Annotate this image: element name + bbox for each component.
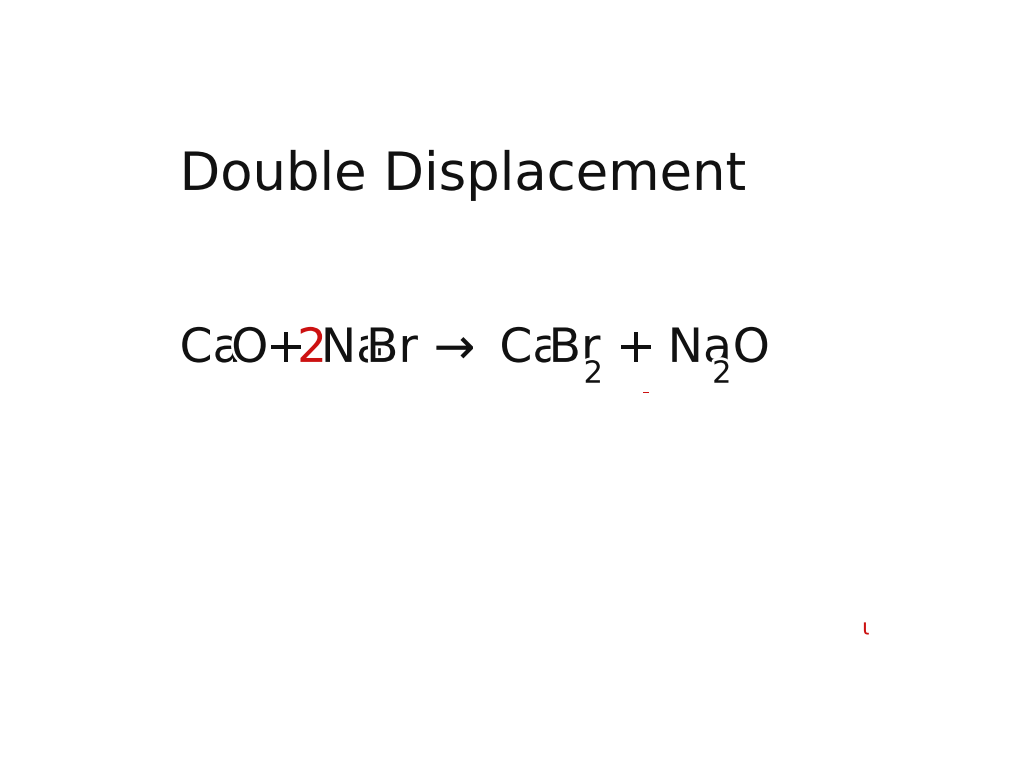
- Text: O: O: [231, 327, 268, 372]
- Text: 2: 2: [712, 359, 731, 389]
- Text: +: +: [266, 327, 306, 372]
- Text: 2: 2: [297, 327, 327, 372]
- Text: Double Displacement: Double Displacement: [179, 149, 745, 201]
- Text: Br: Br: [367, 327, 418, 372]
- Text: +: +: [616, 327, 655, 372]
- Text: ι: ι: [862, 618, 869, 638]
- Text: O: O: [733, 327, 770, 372]
- Text: Ca: Ca: [500, 327, 561, 372]
- Text: Br: Br: [549, 327, 600, 372]
- Text: –: –: [642, 386, 649, 399]
- Text: Ca: Ca: [179, 327, 242, 372]
- Text: →: →: [433, 326, 475, 373]
- Text: 2: 2: [584, 359, 603, 389]
- Text: Na: Na: [321, 327, 385, 372]
- Text: Na: Na: [668, 327, 732, 372]
